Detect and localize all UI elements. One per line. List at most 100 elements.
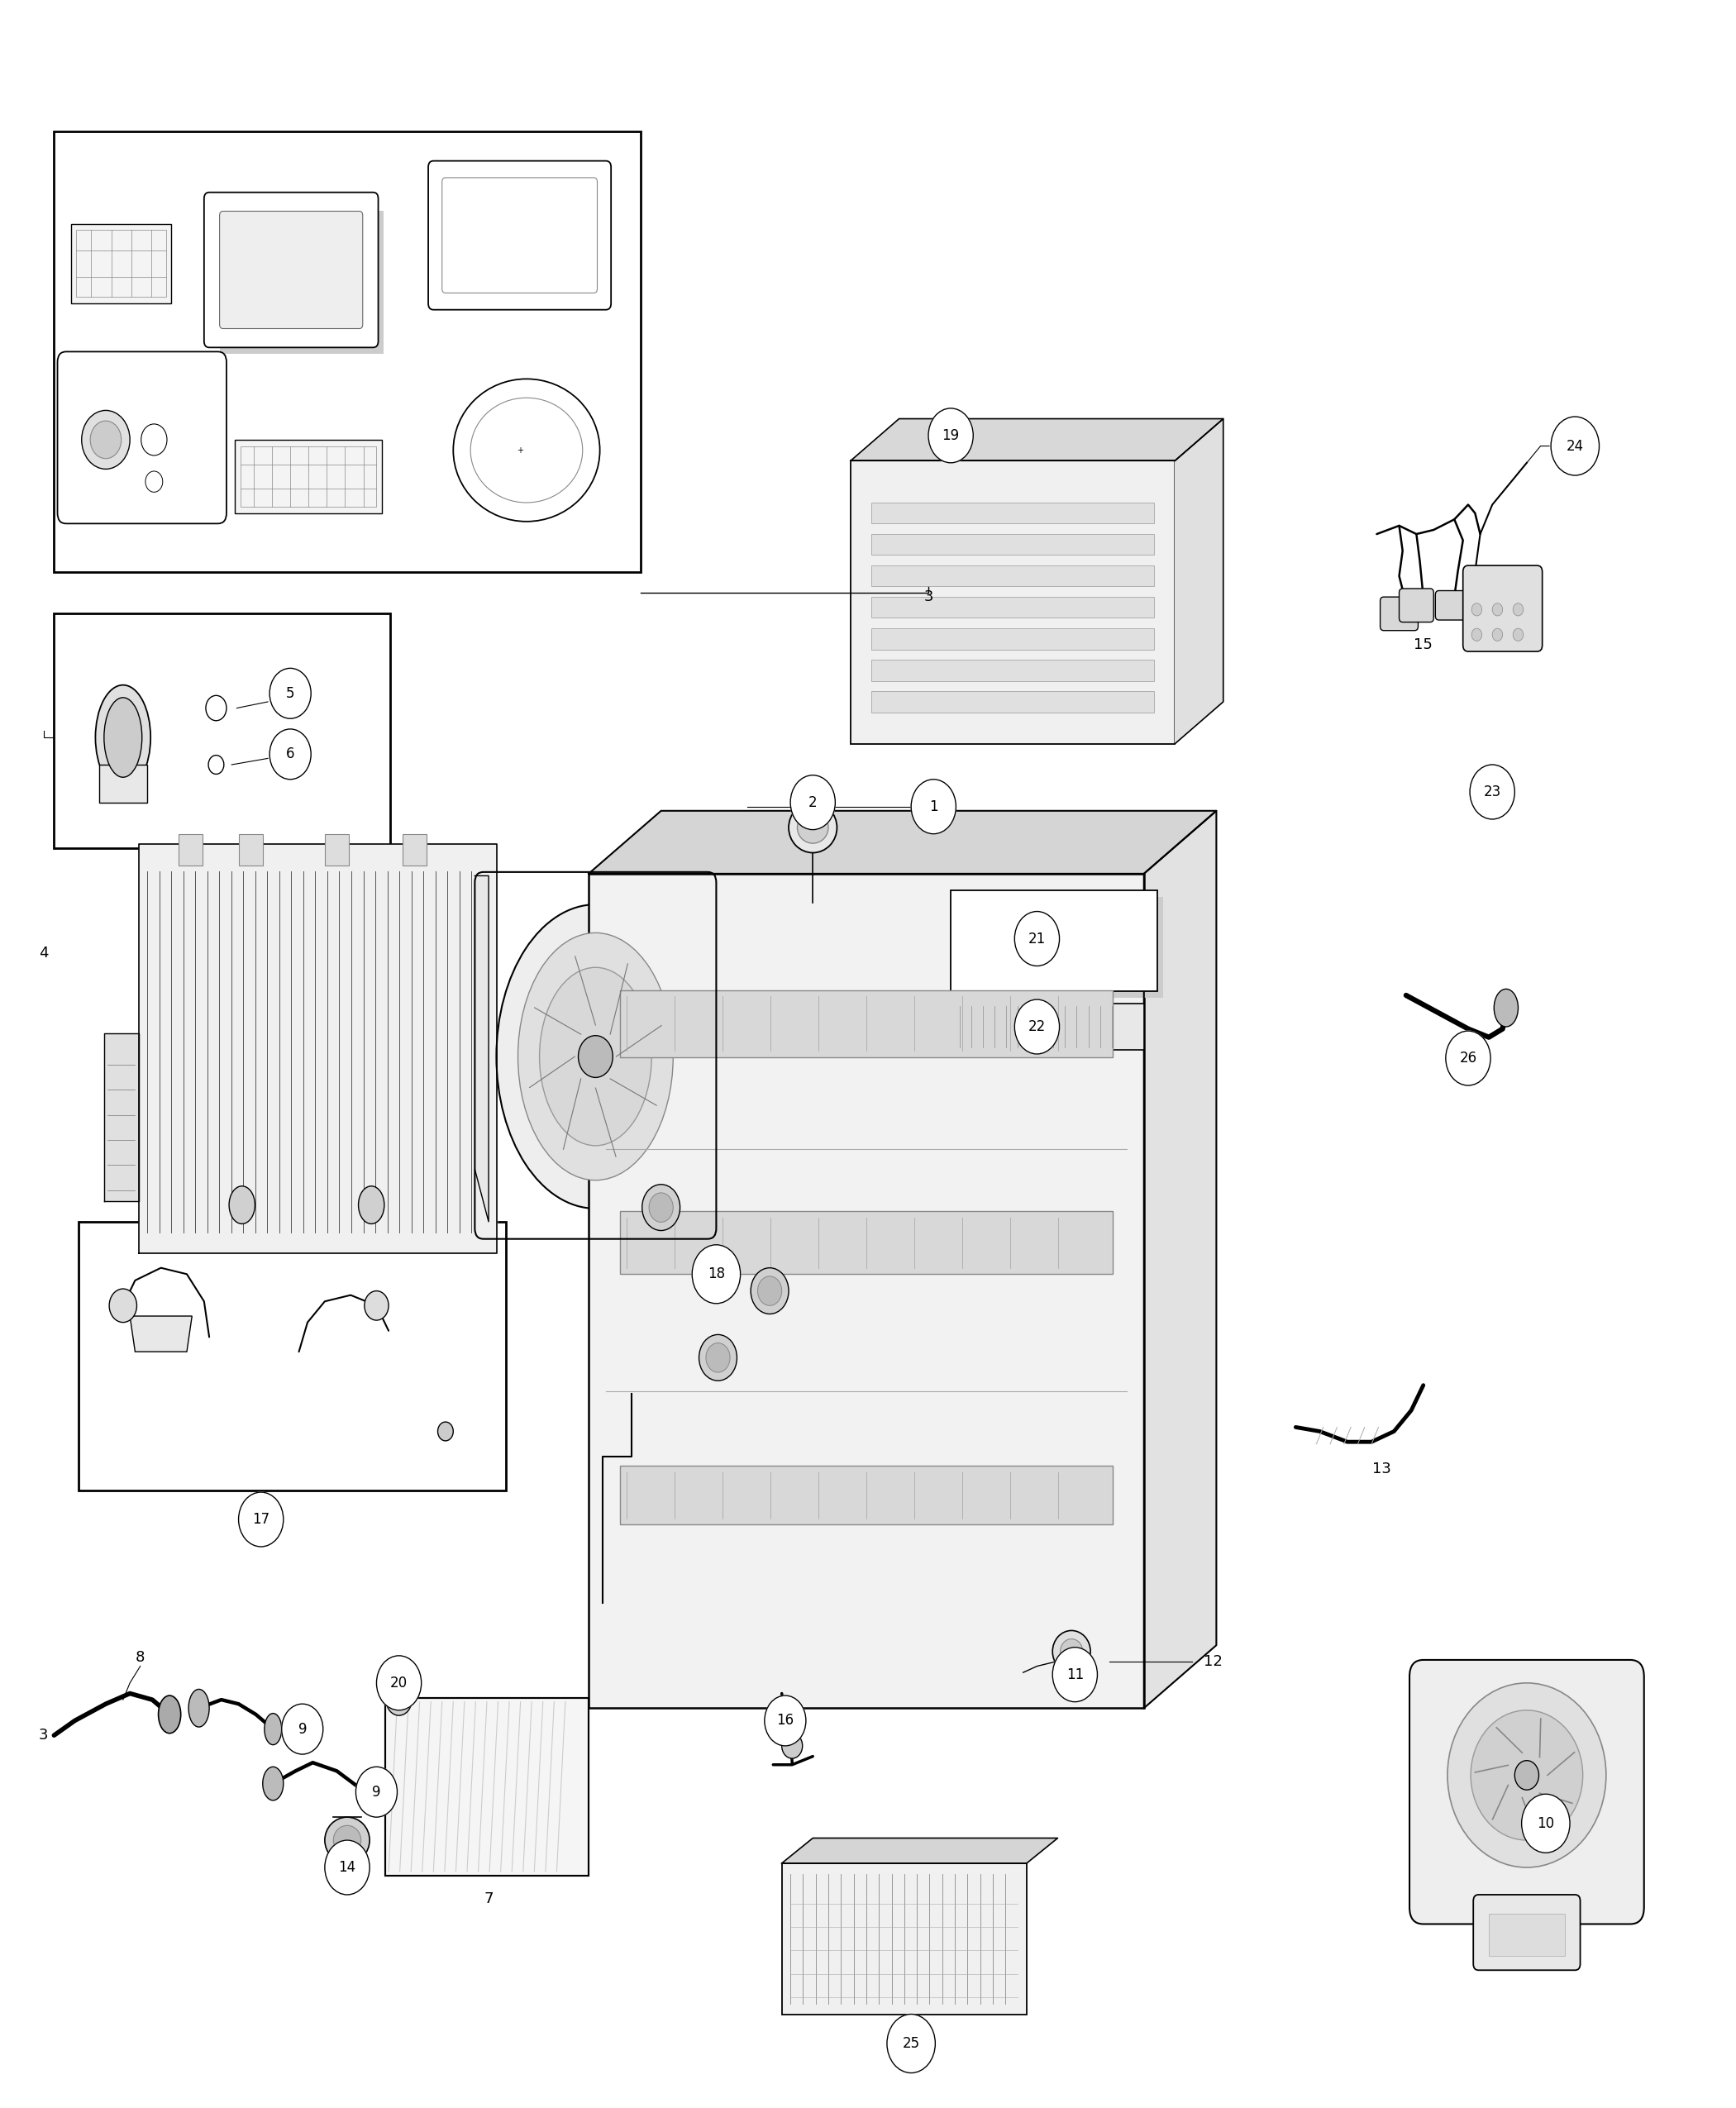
Text: 10: 10 <box>1536 1815 1554 1832</box>
FancyBboxPatch shape <box>429 160 611 310</box>
Text: 24: 24 <box>1566 438 1583 453</box>
Ellipse shape <box>146 472 163 491</box>
Ellipse shape <box>781 1733 802 1758</box>
Bar <box>179 835 203 864</box>
Ellipse shape <box>229 1187 255 1225</box>
Text: 9: 9 <box>299 1722 307 1737</box>
Circle shape <box>693 1246 740 1303</box>
Bar <box>1489 1914 1564 1956</box>
Bar <box>851 462 1175 744</box>
Bar <box>403 835 427 864</box>
Circle shape <box>764 1695 806 1745</box>
Polygon shape <box>139 845 496 1252</box>
Polygon shape <box>851 419 1224 462</box>
Ellipse shape <box>141 424 167 455</box>
Ellipse shape <box>333 1826 361 1855</box>
Polygon shape <box>130 1315 193 1351</box>
Text: 17: 17 <box>252 1511 269 1526</box>
Bar <box>589 873 1144 1707</box>
Circle shape <box>238 1492 283 1547</box>
Bar <box>385 1697 589 1876</box>
Bar <box>871 565 1154 586</box>
Bar <box>871 691 1154 713</box>
Text: 6: 6 <box>286 746 295 761</box>
Bar <box>620 1465 1113 1524</box>
Bar <box>219 211 384 354</box>
Circle shape <box>1014 911 1059 965</box>
Ellipse shape <box>470 398 583 502</box>
Circle shape <box>281 1703 323 1754</box>
Text: 7: 7 <box>484 1891 493 1906</box>
Ellipse shape <box>264 1714 281 1745</box>
Bar <box>238 835 262 864</box>
Ellipse shape <box>82 411 130 470</box>
Polygon shape <box>589 812 1217 873</box>
Bar <box>78 1223 505 1490</box>
Text: 5: 5 <box>286 685 295 700</box>
Circle shape <box>1052 1646 1097 1701</box>
Ellipse shape <box>578 1035 613 1077</box>
Circle shape <box>1014 999 1059 1054</box>
Circle shape <box>269 668 311 719</box>
Text: 2: 2 <box>809 795 818 809</box>
Text: 14: 14 <box>339 1859 356 1874</box>
Text: 8: 8 <box>135 1651 144 1665</box>
Bar <box>99 765 148 803</box>
Text: 21: 21 <box>1028 932 1045 946</box>
Text: 22: 22 <box>1028 1020 1045 1035</box>
Ellipse shape <box>1493 628 1503 641</box>
FancyBboxPatch shape <box>1399 588 1434 622</box>
Bar <box>955 1003 1144 1050</box>
Text: 26: 26 <box>1460 1050 1477 1067</box>
Polygon shape <box>1144 812 1217 1707</box>
Ellipse shape <box>797 812 828 843</box>
Text: 4: 4 <box>38 946 49 961</box>
Bar <box>325 835 349 864</box>
Circle shape <box>790 776 835 831</box>
Bar <box>871 533 1154 554</box>
Text: 1: 1 <box>929 799 937 814</box>
Circle shape <box>325 1840 370 1895</box>
Ellipse shape <box>540 968 651 1145</box>
Bar <box>620 991 1113 1058</box>
Text: 19: 19 <box>943 428 960 443</box>
Circle shape <box>269 729 311 780</box>
Bar <box>76 230 167 297</box>
Text: 16: 16 <box>776 1714 793 1729</box>
Circle shape <box>1470 765 1516 820</box>
Ellipse shape <box>1448 1682 1606 1868</box>
FancyBboxPatch shape <box>1474 1895 1580 1971</box>
FancyBboxPatch shape <box>57 352 226 523</box>
Bar <box>620 1212 1113 1273</box>
Ellipse shape <box>707 1343 731 1372</box>
Polygon shape <box>781 1838 1057 1863</box>
FancyBboxPatch shape <box>205 192 378 348</box>
Circle shape <box>911 780 957 835</box>
Polygon shape <box>476 875 488 1223</box>
Ellipse shape <box>365 1290 389 1320</box>
Text: 18: 18 <box>708 1267 726 1282</box>
Ellipse shape <box>517 934 674 1180</box>
Circle shape <box>887 2015 936 2072</box>
Circle shape <box>1521 1794 1569 1853</box>
Circle shape <box>929 409 974 464</box>
Ellipse shape <box>208 755 224 774</box>
Bar <box>71 223 172 304</box>
FancyBboxPatch shape <box>1436 590 1467 620</box>
FancyBboxPatch shape <box>1380 597 1418 630</box>
Ellipse shape <box>649 1193 674 1223</box>
Ellipse shape <box>95 685 151 790</box>
Polygon shape <box>1175 419 1224 744</box>
FancyBboxPatch shape <box>1463 565 1542 651</box>
Circle shape <box>377 1655 422 1710</box>
Ellipse shape <box>1472 628 1483 641</box>
Bar <box>957 896 1163 997</box>
Ellipse shape <box>750 1267 788 1313</box>
Ellipse shape <box>262 1767 283 1800</box>
Text: +: + <box>516 447 523 455</box>
Ellipse shape <box>385 1684 411 1716</box>
Ellipse shape <box>642 1185 681 1231</box>
Text: 25: 25 <box>903 2036 920 2051</box>
Ellipse shape <box>788 803 837 854</box>
FancyBboxPatch shape <box>219 211 363 329</box>
